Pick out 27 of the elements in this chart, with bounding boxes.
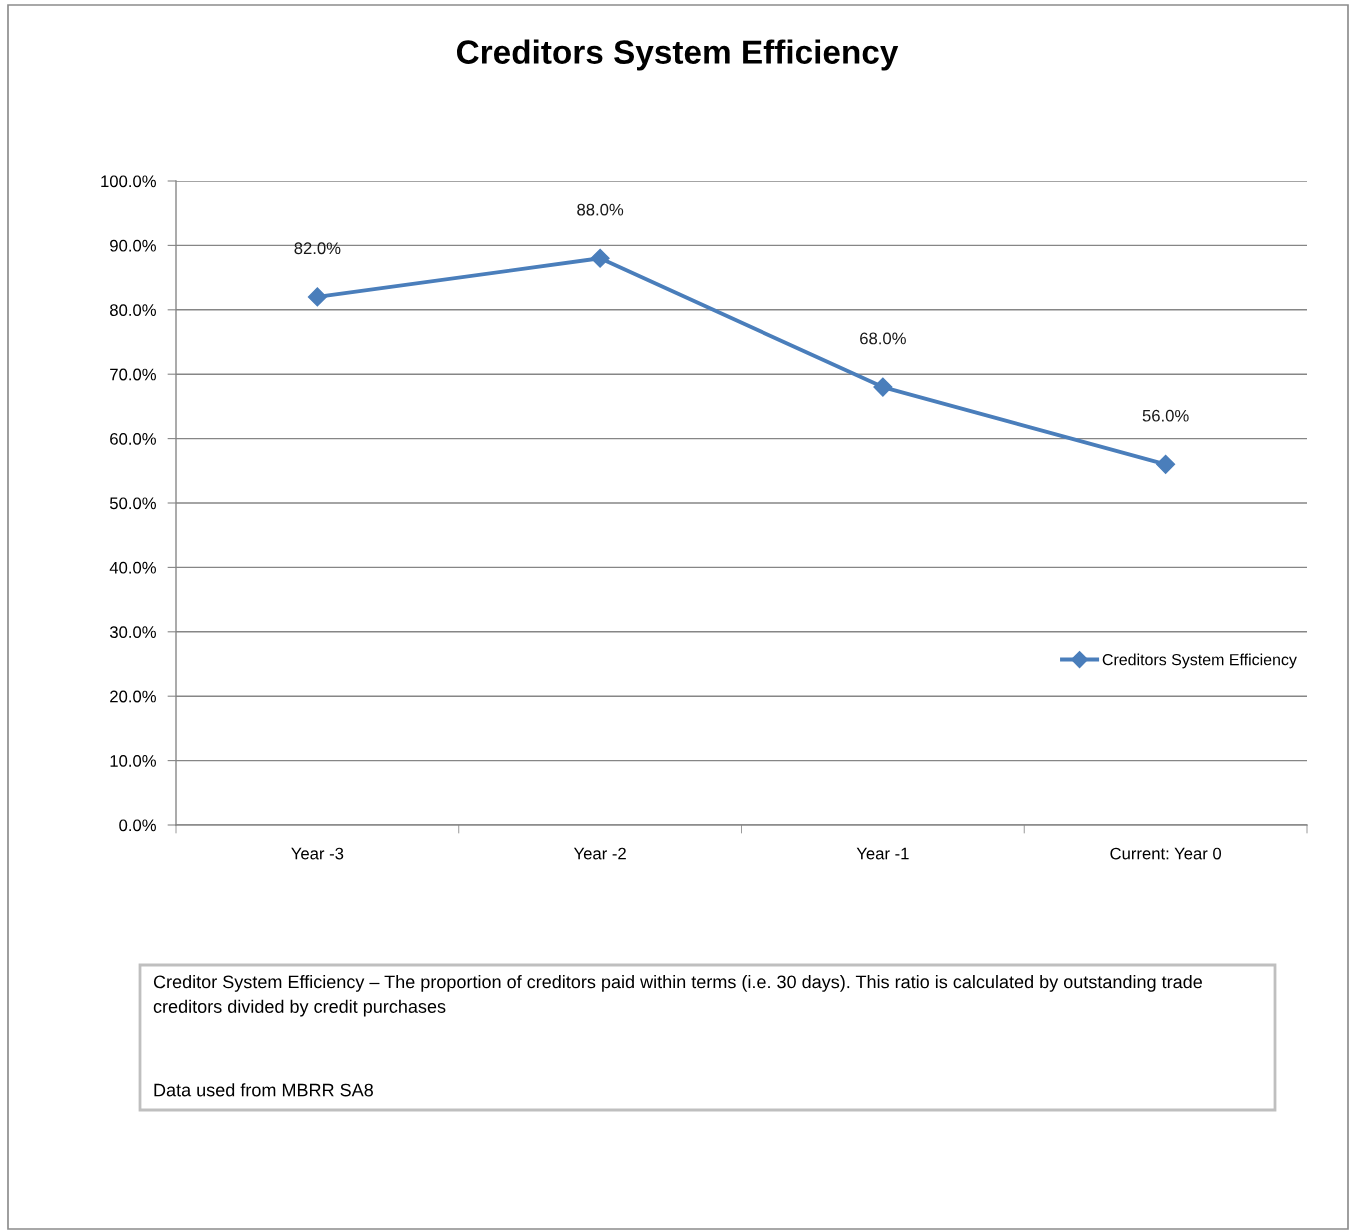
x-tick-label: Current: Year 0 xyxy=(1110,847,1222,860)
y-tick-label: 100.0% xyxy=(101,175,156,188)
y-tick-label: 20.0% xyxy=(110,690,156,703)
point xyxy=(873,377,893,397)
point xyxy=(1156,454,1176,474)
y-tick-label: 30.0% xyxy=(109,626,156,638)
data-label: 56.0% xyxy=(1142,409,1189,422)
x-tick-label: Year -3 xyxy=(291,847,344,860)
y-tick-label: 60.0% xyxy=(110,433,156,445)
point xyxy=(307,287,327,307)
y-tick-label: 0.0% xyxy=(119,819,156,832)
y-tick-label: 40.0% xyxy=(109,561,156,574)
point xyxy=(590,248,610,268)
x-tick-label: Year -1 xyxy=(856,847,909,860)
text: Data used from MBRR SA8 xyxy=(154,1083,373,1097)
y-tick-label: 90.0% xyxy=(110,239,156,252)
data-label: 82.0% xyxy=(294,242,341,255)
data-label: 68.0% xyxy=(860,332,906,345)
y-tick-label: 80.0% xyxy=(110,304,156,316)
legend-label: Creditors System Efficiency xyxy=(1102,653,1297,669)
data-label: 88.0% xyxy=(577,203,624,216)
x-tick-label: Year -2 xyxy=(573,847,626,860)
text: Creditor System Efficiency – The proportion of creditors paid within terms (i.e. 30 days). This ratio is calculated by outstanding trade creditors divided by credit purchases xyxy=(153,975,1202,1017)
y-tick-label: 70.0% xyxy=(110,368,156,381)
y-tick-label: 50.0% xyxy=(109,497,156,510)
chart-title: Creditors System Efficiency xyxy=(457,39,899,71)
y-tick-label: 10.0% xyxy=(110,755,156,767)
